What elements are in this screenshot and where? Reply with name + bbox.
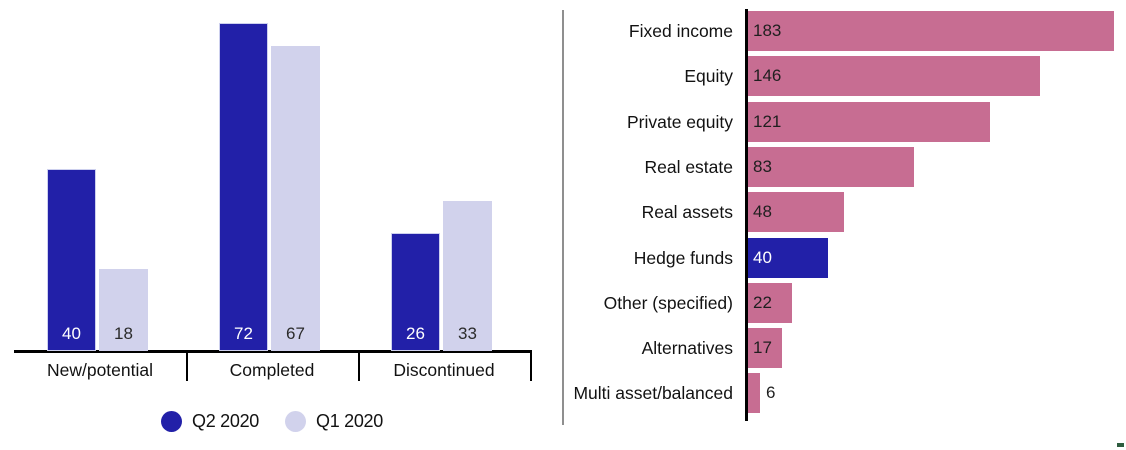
value-label-hedge-funds: 40 (753, 248, 772, 267)
legend-label-q2-2020: Q2 2020 (192, 410, 259, 431)
category-label-discontinued: Discontinued (393, 360, 495, 380)
row-label-real-estate: Real estate (644, 157, 733, 177)
value-label-other-specified: 22 (753, 293, 772, 312)
row-label-hedge-funds: Hedge funds (633, 248, 733, 268)
row-label-fixed-income: Fixed income (628, 21, 733, 41)
category-separator-tick (186, 351, 188, 381)
value-label-fixed-income: 183 (753, 21, 782, 40)
value-label-real-assets: 48 (753, 202, 772, 221)
value-label-private-equity: 121 (753, 112, 782, 131)
bar-private-equity (748, 102, 990, 142)
value-label-multi-asset-balanced: 6 (766, 383, 776, 402)
value-label-q2-2020-new-potential: 40 (62, 324, 81, 343)
bar-other-specified (748, 283, 792, 323)
legend-item-q1-2020: Q1 2020 (285, 410, 383, 432)
value-label-q2-2020-completed: 72 (234, 324, 253, 343)
bar-q1-2020-discontinued (443, 201, 492, 351)
category-separator-tick (358, 351, 360, 381)
bar-q1-2020-new-potential (99, 269, 148, 351)
row-label-multi-asset-balanced: Multi asset/balanced (573, 383, 733, 403)
legend-item-q2-2020: Q2 2020 (161, 410, 259, 432)
value-label-q1-2020-discontinued: 33 (458, 324, 477, 343)
bar-multi-asset-balanced (748, 373, 760, 413)
bar-q2-2020-discontinued (391, 233, 440, 351)
value-label-q1-2020-completed: 67 (286, 324, 305, 343)
legend: Q2 2020 Q1 2020 (14, 409, 530, 433)
bar-q2-2020-completed (219, 23, 268, 351)
row-label-other-specified: Other (specified) (603, 293, 733, 313)
legend-label-q1-2020: Q1 2020 (316, 410, 383, 431)
row-label-private-equity: Private equity (626, 112, 733, 132)
bar-q1-2020-completed (271, 46, 320, 351)
legend-swatch-q1-2020 (285, 410, 306, 432)
y-axis-line (745, 9, 748, 421)
bar-real-estate (748, 147, 914, 187)
corner-mark (1117, 443, 1124, 447)
value-label-alternatives: 17 (753, 338, 772, 357)
category-label-new-potential: New/potential (46, 360, 154, 380)
row-label-real-assets: Real assets (641, 202, 733, 222)
panel-divider-line (562, 10, 564, 425)
bar-equity (748, 56, 1040, 96)
row-label-equity: Equity (684, 66, 733, 86)
value-label-q2-2020-discontinued: 26 (406, 324, 425, 343)
value-label-q1-2020-new-potential: 18 (114, 324, 133, 343)
category-label-completed: Completed (229, 360, 315, 380)
bar-alternatives (748, 328, 782, 368)
category-separator-tick (530, 351, 532, 381)
bar-fixed-income (748, 11, 1114, 51)
row-label-alternatives: Alternatives (641, 338, 733, 358)
value-label-equity: 146 (753, 66, 782, 85)
bar-hedge-funds (748, 238, 828, 278)
x-axis-line (14, 350, 532, 353)
bar-q2-2020-new-potential (47, 169, 96, 351)
value-label-real-estate: 83 (753, 157, 772, 176)
bar-real-assets (748, 192, 844, 232)
legend-swatch-q2-2020 (161, 410, 183, 432)
